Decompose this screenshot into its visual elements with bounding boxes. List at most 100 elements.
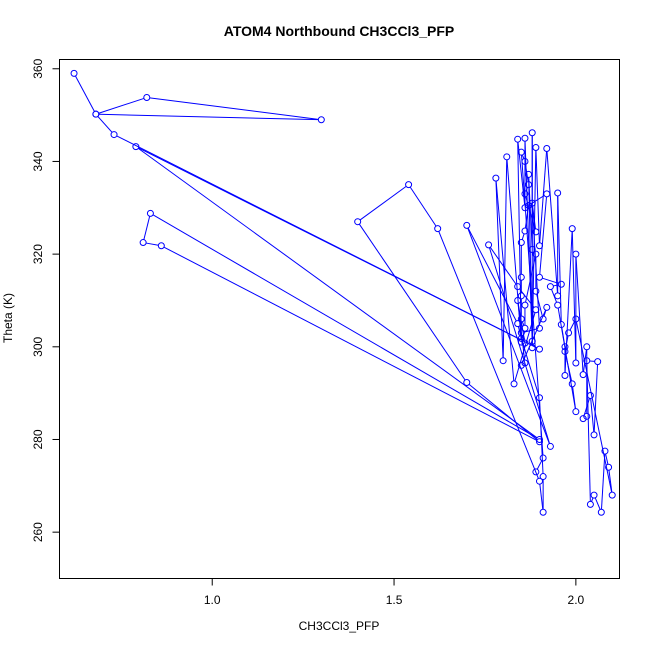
data-point — [539, 315, 547, 323]
data-point — [517, 273, 525, 281]
series-segment — [75, 75, 95, 112]
series-segment — [551, 289, 558, 303]
data-point — [543, 144, 551, 152]
data-point — [554, 292, 562, 300]
data-point — [514, 320, 522, 328]
series-segment — [143, 216, 151, 240]
x-axis: 1.0 1.5 2.0 — [204, 578, 585, 607]
data-point — [525, 201, 533, 209]
series-segment — [517, 303, 526, 361]
series-segment — [532, 206, 536, 229]
series-segment — [524, 328, 537, 333]
series-segment — [565, 335, 569, 349]
data-point — [565, 329, 573, 337]
series-segment — [539, 196, 548, 275]
y-tick-label: 360 — [31, 58, 45, 78]
data-point — [546, 442, 554, 450]
series-segment — [546, 151, 558, 293]
data-point — [586, 500, 594, 508]
series-segment — [467, 227, 517, 322]
data-point — [561, 372, 569, 380]
data-point — [536, 477, 543, 485]
data-point — [605, 463, 613, 471]
data-point — [536, 394, 543, 402]
x-tick-label: 1.5 — [386, 593, 403, 607]
data-point — [536, 435, 543, 443]
series-segment — [564, 231, 573, 373]
data-point — [601, 447, 609, 455]
data-point — [546, 283, 554, 291]
series-segment — [358, 223, 466, 381]
series-segment — [97, 116, 113, 133]
data-point — [517, 292, 525, 300]
data-point — [590, 431, 598, 439]
data-point — [499, 357, 507, 365]
series-segment — [590, 398, 595, 432]
data-point — [572, 359, 580, 367]
series-segment — [557, 307, 576, 409]
series-segment — [535, 150, 540, 243]
data-point — [561, 343, 569, 351]
series-segment — [149, 97, 319, 120]
series-segment — [605, 453, 609, 465]
series-segment — [467, 228, 550, 444]
data-point — [539, 473, 547, 481]
y-tick-label: 320 — [31, 244, 45, 264]
y-tick-label: 260 — [31, 522, 45, 542]
data-point — [528, 344, 536, 352]
series-segment — [600, 454, 606, 510]
series-segment — [409, 186, 437, 227]
data-point — [492, 174, 500, 182]
series-segment — [594, 497, 601, 510]
data-point — [539, 508, 547, 516]
data-point — [568, 380, 576, 388]
data-point — [485, 241, 493, 249]
series-segment — [468, 383, 538, 441]
data-point — [157, 242, 165, 250]
data-point — [554, 301, 562, 309]
data-point — [608, 491, 616, 499]
data-point — [532, 287, 540, 295]
data-point — [557, 321, 565, 329]
data-point — [521, 157, 529, 165]
data-point — [532, 144, 540, 152]
series-segment — [502, 159, 508, 358]
data-point — [528, 245, 536, 253]
data-point — [521, 204, 529, 212]
data-point — [510, 380, 518, 388]
data-series — [70, 69, 616, 516]
data-point — [532, 306, 540, 314]
series-segment — [593, 364, 599, 432]
data-point — [143, 93, 151, 101]
data-point — [110, 131, 118, 139]
data-point — [554, 189, 562, 197]
series-segment — [524, 208, 529, 229]
data-point — [561, 347, 569, 355]
series-segment — [163, 246, 538, 441]
data-point — [583, 343, 591, 351]
data-point — [532, 228, 540, 236]
data-point — [521, 324, 529, 332]
y-axis-label: Theta (K) — [1, 293, 15, 343]
data-point — [146, 209, 154, 217]
data-point — [579, 415, 587, 423]
data-point — [517, 361, 525, 369]
data-point — [579, 371, 587, 379]
data-point — [139, 239, 147, 247]
series-segment — [521, 341, 540, 396]
data-point — [434, 225, 442, 233]
series-segment — [530, 195, 545, 205]
data-point — [583, 412, 591, 420]
series-segment — [575, 257, 584, 372]
data-point — [525, 181, 533, 189]
series-segment — [98, 97, 145, 114]
data-point — [521, 339, 529, 347]
series-segment — [531, 206, 540, 326]
data-point — [521, 190, 529, 198]
series-segment — [591, 497, 594, 502]
series-segment — [517, 142, 526, 205]
data-point — [521, 359, 529, 367]
data-point — [532, 468, 540, 476]
series-segment — [586, 363, 591, 502]
